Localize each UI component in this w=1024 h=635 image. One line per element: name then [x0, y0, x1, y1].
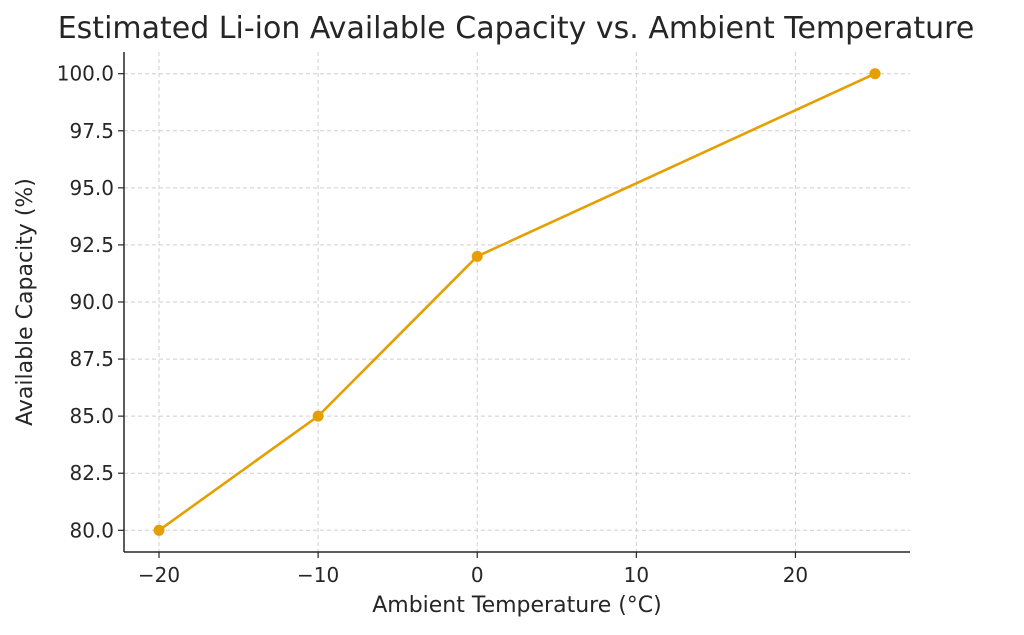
y-tick-label: 85.0	[69, 404, 114, 428]
y-tick-label: 97.5	[69, 119, 114, 143]
ticks: −20 −10 0 10 20 80.0 82.5 85.0 87.5 90.0 92.5 95.0 9…	[57, 62, 808, 587]
y-tick-label: 95.0	[69, 176, 114, 200]
x-tick-label: 0	[471, 563, 484, 587]
x-tick-label: 10	[624, 563, 649, 587]
y-axis-label: Available Capacity (%)	[13, 178, 38, 426]
data-point	[869, 68, 881, 80]
grid	[124, 52, 910, 552]
series-line	[158, 72, 876, 532]
series	[153, 68, 881, 536]
y-tick-label: 100.0	[57, 62, 114, 86]
y-tick-label: 80.0	[69, 518, 114, 542]
x-tick-label: −20	[138, 563, 180, 587]
y-tick-label: 82.5	[69, 461, 114, 485]
x-tick-label: 20	[783, 563, 808, 587]
data-point	[312, 410, 324, 422]
data-point	[153, 524, 165, 536]
data-point	[471, 250, 483, 262]
x-axis-label: Ambient Temperature (°C)	[372, 593, 662, 618]
y-tick-label: 90.0	[69, 290, 114, 314]
chart-title: Estimated Li-ion Available Capacity vs. …	[58, 11, 975, 46]
y-tick-label: 87.5	[69, 347, 114, 371]
x-tick-label: −10	[297, 563, 339, 587]
y-tick-label: 92.5	[69, 233, 114, 257]
